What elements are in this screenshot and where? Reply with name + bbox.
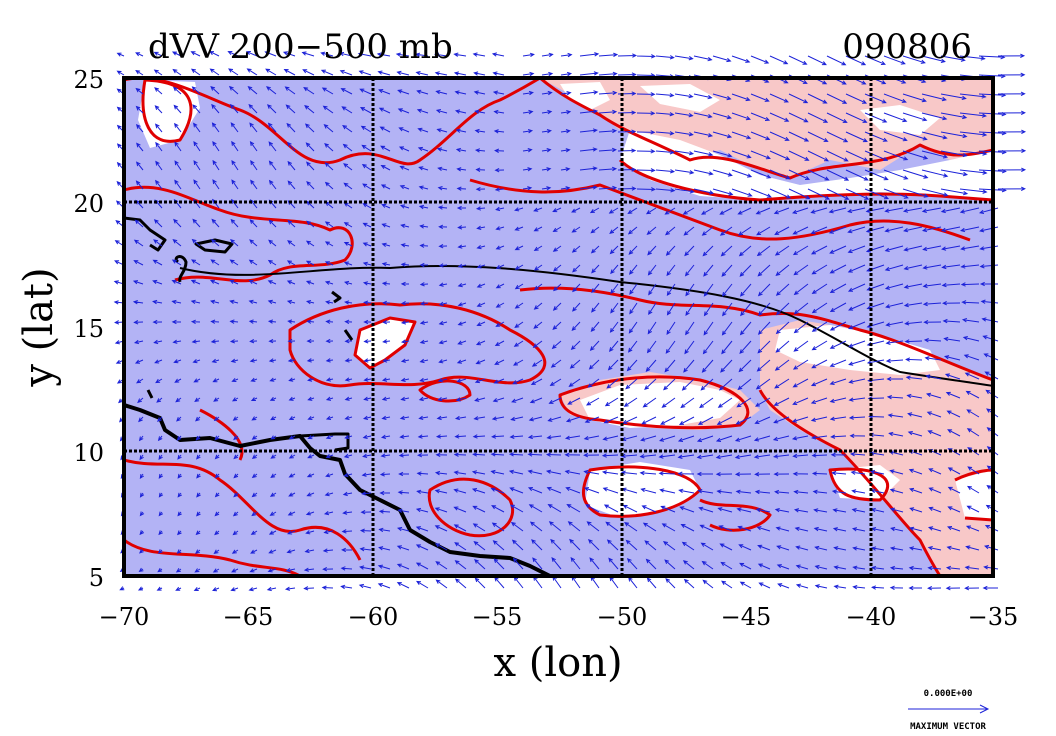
plot-frame	[122, 76, 995, 578]
map-date: 090806	[842, 27, 972, 67]
x-tick-label: −65	[223, 603, 274, 631]
map-title: dVV 200−500 mb	[148, 27, 453, 67]
arrowhead-icon	[979, 704, 990, 714]
y-tick-labels: 25 20 15 10 5	[73, 66, 104, 592]
positive-regions	[540, 78, 993, 576]
x-tick-label: −40	[846, 603, 897, 631]
y-tick-label: 10	[73, 439, 104, 467]
x-tick-label: −70	[99, 603, 150, 631]
wind-vectors	[113, 51, 1027, 592]
x-tick-label: −35	[968, 603, 1019, 631]
coastlines	[124, 216, 993, 576]
x-tick-labels: −70 −65 −60 −55 −50 −45 −40 −35	[99, 603, 1019, 631]
vector-key-caption: MAXIMUM VECTOR	[910, 722, 986, 732]
x-tick-label: −55	[472, 603, 523, 631]
x-tick-label: −45	[721, 603, 772, 631]
y-axis-label: y (lat)	[16, 267, 62, 387]
x-tick-label: −60	[348, 603, 399, 631]
y-tick-label: 20	[73, 190, 104, 218]
vector-key: 0.000E+00 MAXIMUM VECTOR	[908, 689, 990, 732]
y-tick-label: 5	[89, 564, 104, 592]
y-tick-label: 15	[73, 315, 104, 343]
x-tick-label: −50	[597, 603, 648, 631]
grid-lines	[124, 78, 993, 576]
vector-key-magnitude: 0.000E+00	[924, 689, 973, 699]
y-tick-label: 25	[73, 66, 104, 94]
wind-vector-arrows	[113, 51, 1027, 592]
x-axis-label: x (lon)	[493, 640, 622, 686]
